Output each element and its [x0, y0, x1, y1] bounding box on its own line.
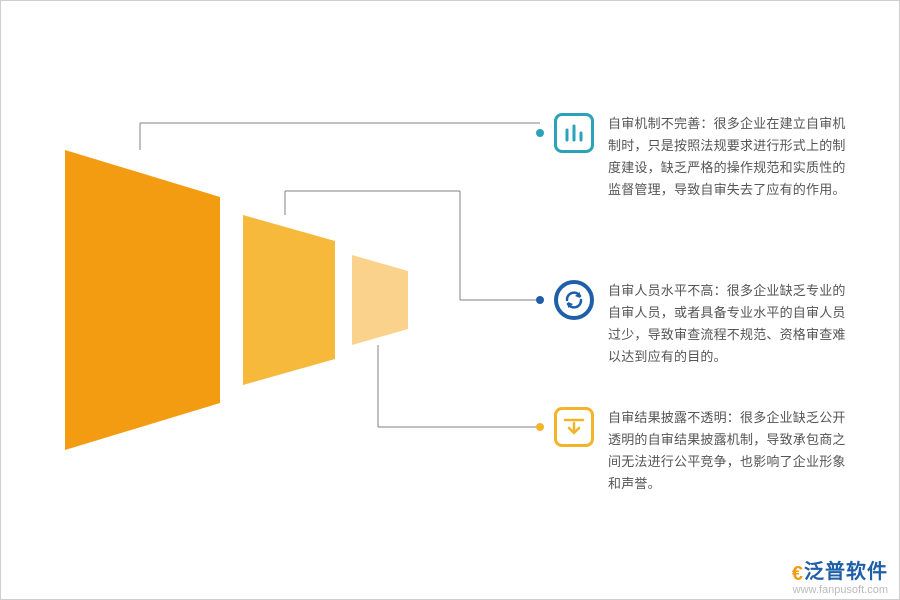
- download-icon: [554, 407, 594, 447]
- item-text: 自审机制不完善：很多企业在建立自审机制时，只是按照法规要求进行形式上的制度建设，…: [608, 113, 848, 201]
- bar-chart-icon: [554, 113, 594, 153]
- watermark: €泛普软件 www.fanpusoft.com: [792, 555, 888, 596]
- infographic-stage: 自审机制不完善：很多企业在建立自审机制时，只是按照法规要求进行形式上的制度建设，…: [0, 0, 900, 600]
- brand-name: €泛普软件: [792, 555, 888, 584]
- list-item: 自审机制不完善：很多企业在建立自审机制时，只是按照法规要求进行形式上的制度建设，…: [554, 113, 848, 201]
- item-text: 自审结果披露不透明：很多企业缺乏公开透明的自审结果披露机制，导致承包商之间无法进…: [608, 407, 848, 495]
- brand-accent-icon: €: [792, 563, 804, 586]
- refresh-icon: [554, 280, 594, 320]
- list-item: 自审结果披露不透明：很多企业缺乏公开透明的自审结果披露机制，导致承包商之间无法进…: [554, 407, 848, 495]
- item-text: 自审人员水平不高：很多企业缺乏专业的自审人员，或者具备专业水平的自审人员过少，导…: [608, 280, 848, 368]
- list-item: 自审人员水平不高：很多企业缺乏专业的自审人员，或者具备专业水平的自审人员过少，导…: [554, 280, 848, 368]
- brand-url: www.fanpusoft.com: [792, 584, 888, 596]
